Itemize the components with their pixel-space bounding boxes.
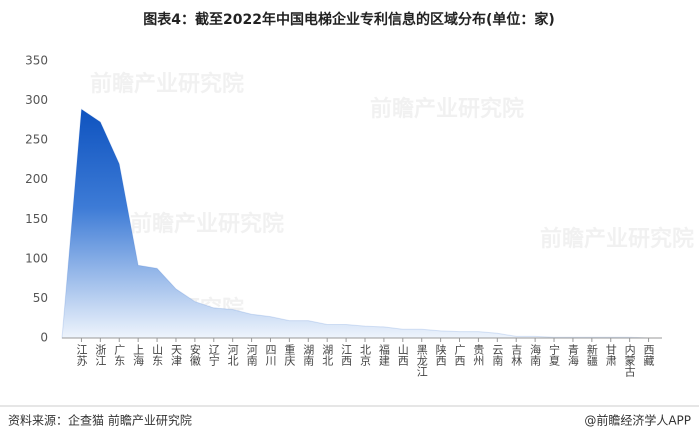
y-tick-label: 100	[25, 251, 48, 265]
y-tick-label: 350	[25, 54, 48, 68]
x-tick-label: 湖北	[321, 344, 334, 366]
area	[62, 109, 649, 338]
x-tick-label: 西藏	[642, 344, 655, 367]
x-tick-label: 广东	[113, 344, 126, 366]
x-tick-label: 新疆	[585, 343, 598, 366]
y-tick-label: 300	[25, 93, 48, 107]
x-tick-label: 陕西	[434, 343, 447, 366]
x-tick-label: 四川	[264, 344, 277, 366]
x-tick-label: 山东	[151, 344, 164, 366]
source: 资料来源：企查猫 前瞻产业研究院	[8, 413, 192, 428]
y-tick-label: 200	[25, 172, 48, 186]
y-tick-label: 50	[33, 291, 48, 305]
x-tick-label: 江西	[340, 344, 353, 366]
x-tick-label: 江苏	[75, 344, 88, 367]
watermark: 前瞻产业研究院	[130, 211, 284, 237]
chart-title: 图表4：截至2022年中国电梯企业专利信息的区域分布(单位：家)	[143, 11, 555, 28]
credit: @前瞻经济学人APP	[584, 413, 691, 428]
x-tick-label: 海南	[529, 343, 542, 366]
x-tick-label: 浙江	[94, 344, 107, 366]
x-tick-label: 重庆	[283, 343, 296, 367]
x-tick-label: 北京	[359, 344, 372, 367]
watermark: 前瞻产业研究院	[370, 96, 524, 122]
x-tick-label: 黑龙江	[415, 344, 428, 377]
x-tick-label: 河北	[226, 344, 239, 366]
x-tick-label: 辽宁	[207, 344, 220, 366]
watermark: 前瞻产业研究院	[540, 226, 694, 252]
x-tick-label: 河南	[245, 344, 258, 366]
y-tick-label: 0	[40, 331, 48, 345]
x-tick-label: 宁夏	[548, 343, 561, 366]
y-tick-label: 250	[25, 133, 48, 147]
area-outline	[61, 108, 649, 339]
x-tick-label: 内蒙古	[623, 343, 636, 377]
x-tick-label: 福建	[377, 343, 390, 367]
x-tick-label: 吉林	[510, 344, 523, 366]
x-tick-label: 广西	[453, 344, 466, 366]
x-tick-label: 上海	[132, 344, 145, 367]
x-tick-label: 湖南	[302, 344, 315, 366]
x-tick-label: 甘肃	[604, 344, 617, 367]
x-tick-label: 青海	[566, 344, 579, 367]
y-tick-label: 150	[25, 212, 48, 226]
x-tick-label: 天津	[169, 344, 182, 366]
x-tick-label: 安徽	[188, 343, 201, 367]
x-tick-label: 山西	[396, 344, 409, 366]
watermark: 前瞻产业研究院	[90, 71, 244, 97]
x-tick-label: 云南	[491, 344, 504, 366]
x-tick-label: 贵州	[472, 344, 485, 366]
